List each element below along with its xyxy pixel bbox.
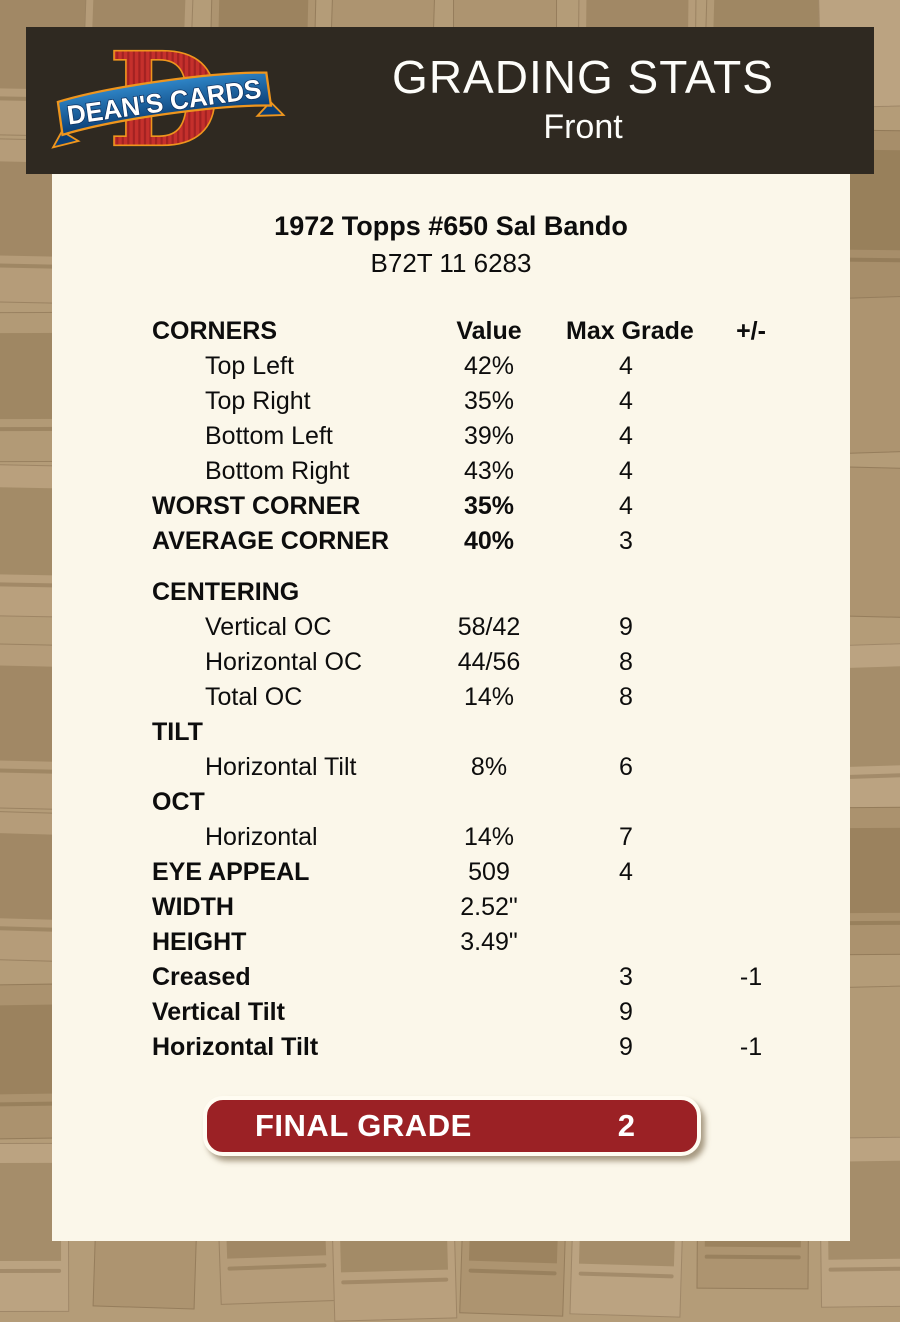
row-value: 40%: [463, 527, 515, 555]
table-row: WIDTH 2.52": [52, 890, 850, 925]
row-pm: -1: [739, 1033, 763, 1061]
table-row: Horizontal OC 44/56 8: [52, 645, 850, 680]
table-row: CORNERS Value Max Grade +/-: [52, 314, 850, 349]
row-label: Vertical OC: [205, 613, 332, 641]
row-label: Bottom Left: [205, 422, 333, 450]
header-text: GRADING STATS Front: [300, 51, 866, 149]
row-label: Creased: [152, 963, 251, 991]
row-label: AVERAGE CORNER: [152, 527, 390, 555]
final-grade-label: FINAL GRADE: [255, 1108, 472, 1143]
table-row: HEIGHT 3.49": [52, 925, 850, 960]
table-row: TILT: [52, 715, 850, 750]
row-value: 8%: [470, 753, 508, 781]
table-row: Top Right 35% 4: [52, 384, 850, 419]
final-grade-value: 2: [617, 1108, 635, 1143]
row-label: Horizontal Tilt: [152, 1033, 319, 1061]
row-label: Bottom Right: [205, 457, 350, 485]
table-row: Horizontal Tilt 9 -1: [52, 1030, 850, 1065]
table-row: AVERAGE CORNER 40% 3: [52, 524, 850, 559]
table-row: Horizontal 14% 7: [52, 820, 850, 855]
row-max: 4: [619, 858, 633, 886]
card-title: 1972 Topps #650 Sal Bando: [274, 211, 628, 241]
grading-table: CORNERS Value Max Grade +/- Top Left 42% 4 Top …: [52, 314, 850, 1065]
row-value: 2.52": [460, 893, 518, 921]
row-label: Top Right: [205, 387, 311, 415]
row-value: 43%: [463, 457, 515, 485]
row-label: TILT: [152, 718, 203, 746]
row-max: 9: [619, 613, 633, 641]
table-row: Vertical Tilt 9: [52, 995, 850, 1030]
row-label: WIDTH: [152, 893, 234, 921]
row-label: Horizontal OC: [205, 648, 362, 676]
table-row: Creased 3 -1: [52, 960, 850, 995]
row-max: 8: [619, 683, 633, 711]
row-value: 44/56: [457, 648, 521, 676]
deans-cards-logo[interactable]: D DEAN'S CARDS: [46, 24, 286, 177]
row-pm: -1: [739, 963, 763, 991]
row-value: 58/42: [457, 613, 521, 641]
row-max: 3: [619, 527, 633, 555]
row-value: 35%: [463, 492, 515, 520]
row-value: 14%: [463, 683, 515, 711]
table-row: Top Left 42% 4: [52, 349, 850, 384]
row-max: 7: [619, 823, 633, 851]
row-label: EYE APPEAL: [152, 858, 310, 886]
row-label: Horizontal: [205, 823, 318, 851]
row-max: 8: [619, 648, 633, 676]
row-value: 14%: [463, 823, 515, 851]
row-max: 9: [619, 998, 633, 1026]
row-label: HEIGHT: [152, 928, 247, 956]
row-label: Vertical Tilt: [152, 998, 285, 1026]
row-max: Max Grade: [566, 317, 694, 345]
table-row: WORST CORNER 35% 4: [52, 489, 850, 524]
table-row: CENTERING: [52, 575, 850, 610]
row-label: CORNERS: [152, 317, 278, 345]
row-label: Horizontal Tilt: [205, 753, 357, 781]
row-label: Top Left: [205, 352, 294, 380]
page-title: GRADING STATS: [392, 51, 774, 103]
table-row: Bottom Left 39% 4: [52, 419, 850, 454]
row-label: Total OC: [205, 683, 303, 711]
table-row: Horizontal Tilt 8% 6: [52, 750, 850, 785]
row-value: 42%: [463, 352, 515, 380]
row-pm: +/-: [736, 317, 766, 345]
final-grade-button[interactable]: FINAL GRADE 2: [203, 1096, 701, 1156]
header-bar: D DEAN'S CARDS GRADING STATS Front: [26, 24, 874, 177]
content-panel: 1972 Topps #650 Sal Bando B72T 11 6283 C…: [52, 174, 850, 1241]
table-row: Bottom Right 43% 4: [52, 454, 850, 489]
row-max: 4: [619, 457, 633, 485]
card-id: B72T 11 6283: [370, 248, 532, 278]
table-row: OCT: [52, 785, 850, 820]
page-subtitle: Front: [543, 108, 623, 146]
table-row: EYE APPEAL 509 4: [52, 855, 850, 890]
row-max: 6: [619, 753, 633, 781]
row-label: CENTERING: [152, 578, 300, 606]
row-value: 35%: [463, 387, 515, 415]
row-max: 4: [619, 352, 633, 380]
row-label: OCT: [152, 788, 205, 816]
table-row: Total OC 14% 8: [52, 680, 850, 715]
row-max: 4: [619, 492, 633, 520]
deans-cards-logo-icon: D DEAN'S CARDS: [51, 24, 286, 177]
row-max: 9: [619, 1033, 633, 1061]
row-value: 3.49": [460, 928, 518, 956]
row-max: 3: [619, 963, 633, 991]
row-max: 4: [619, 387, 633, 415]
row-value: 39%: [463, 422, 515, 450]
row-max: 4: [619, 422, 633, 450]
row-label: WORST CORNER: [152, 492, 361, 520]
table-row: Vertical OC 58/42 9: [52, 610, 850, 645]
row-value: 509: [468, 858, 510, 886]
row-value: Value: [456, 317, 522, 345]
